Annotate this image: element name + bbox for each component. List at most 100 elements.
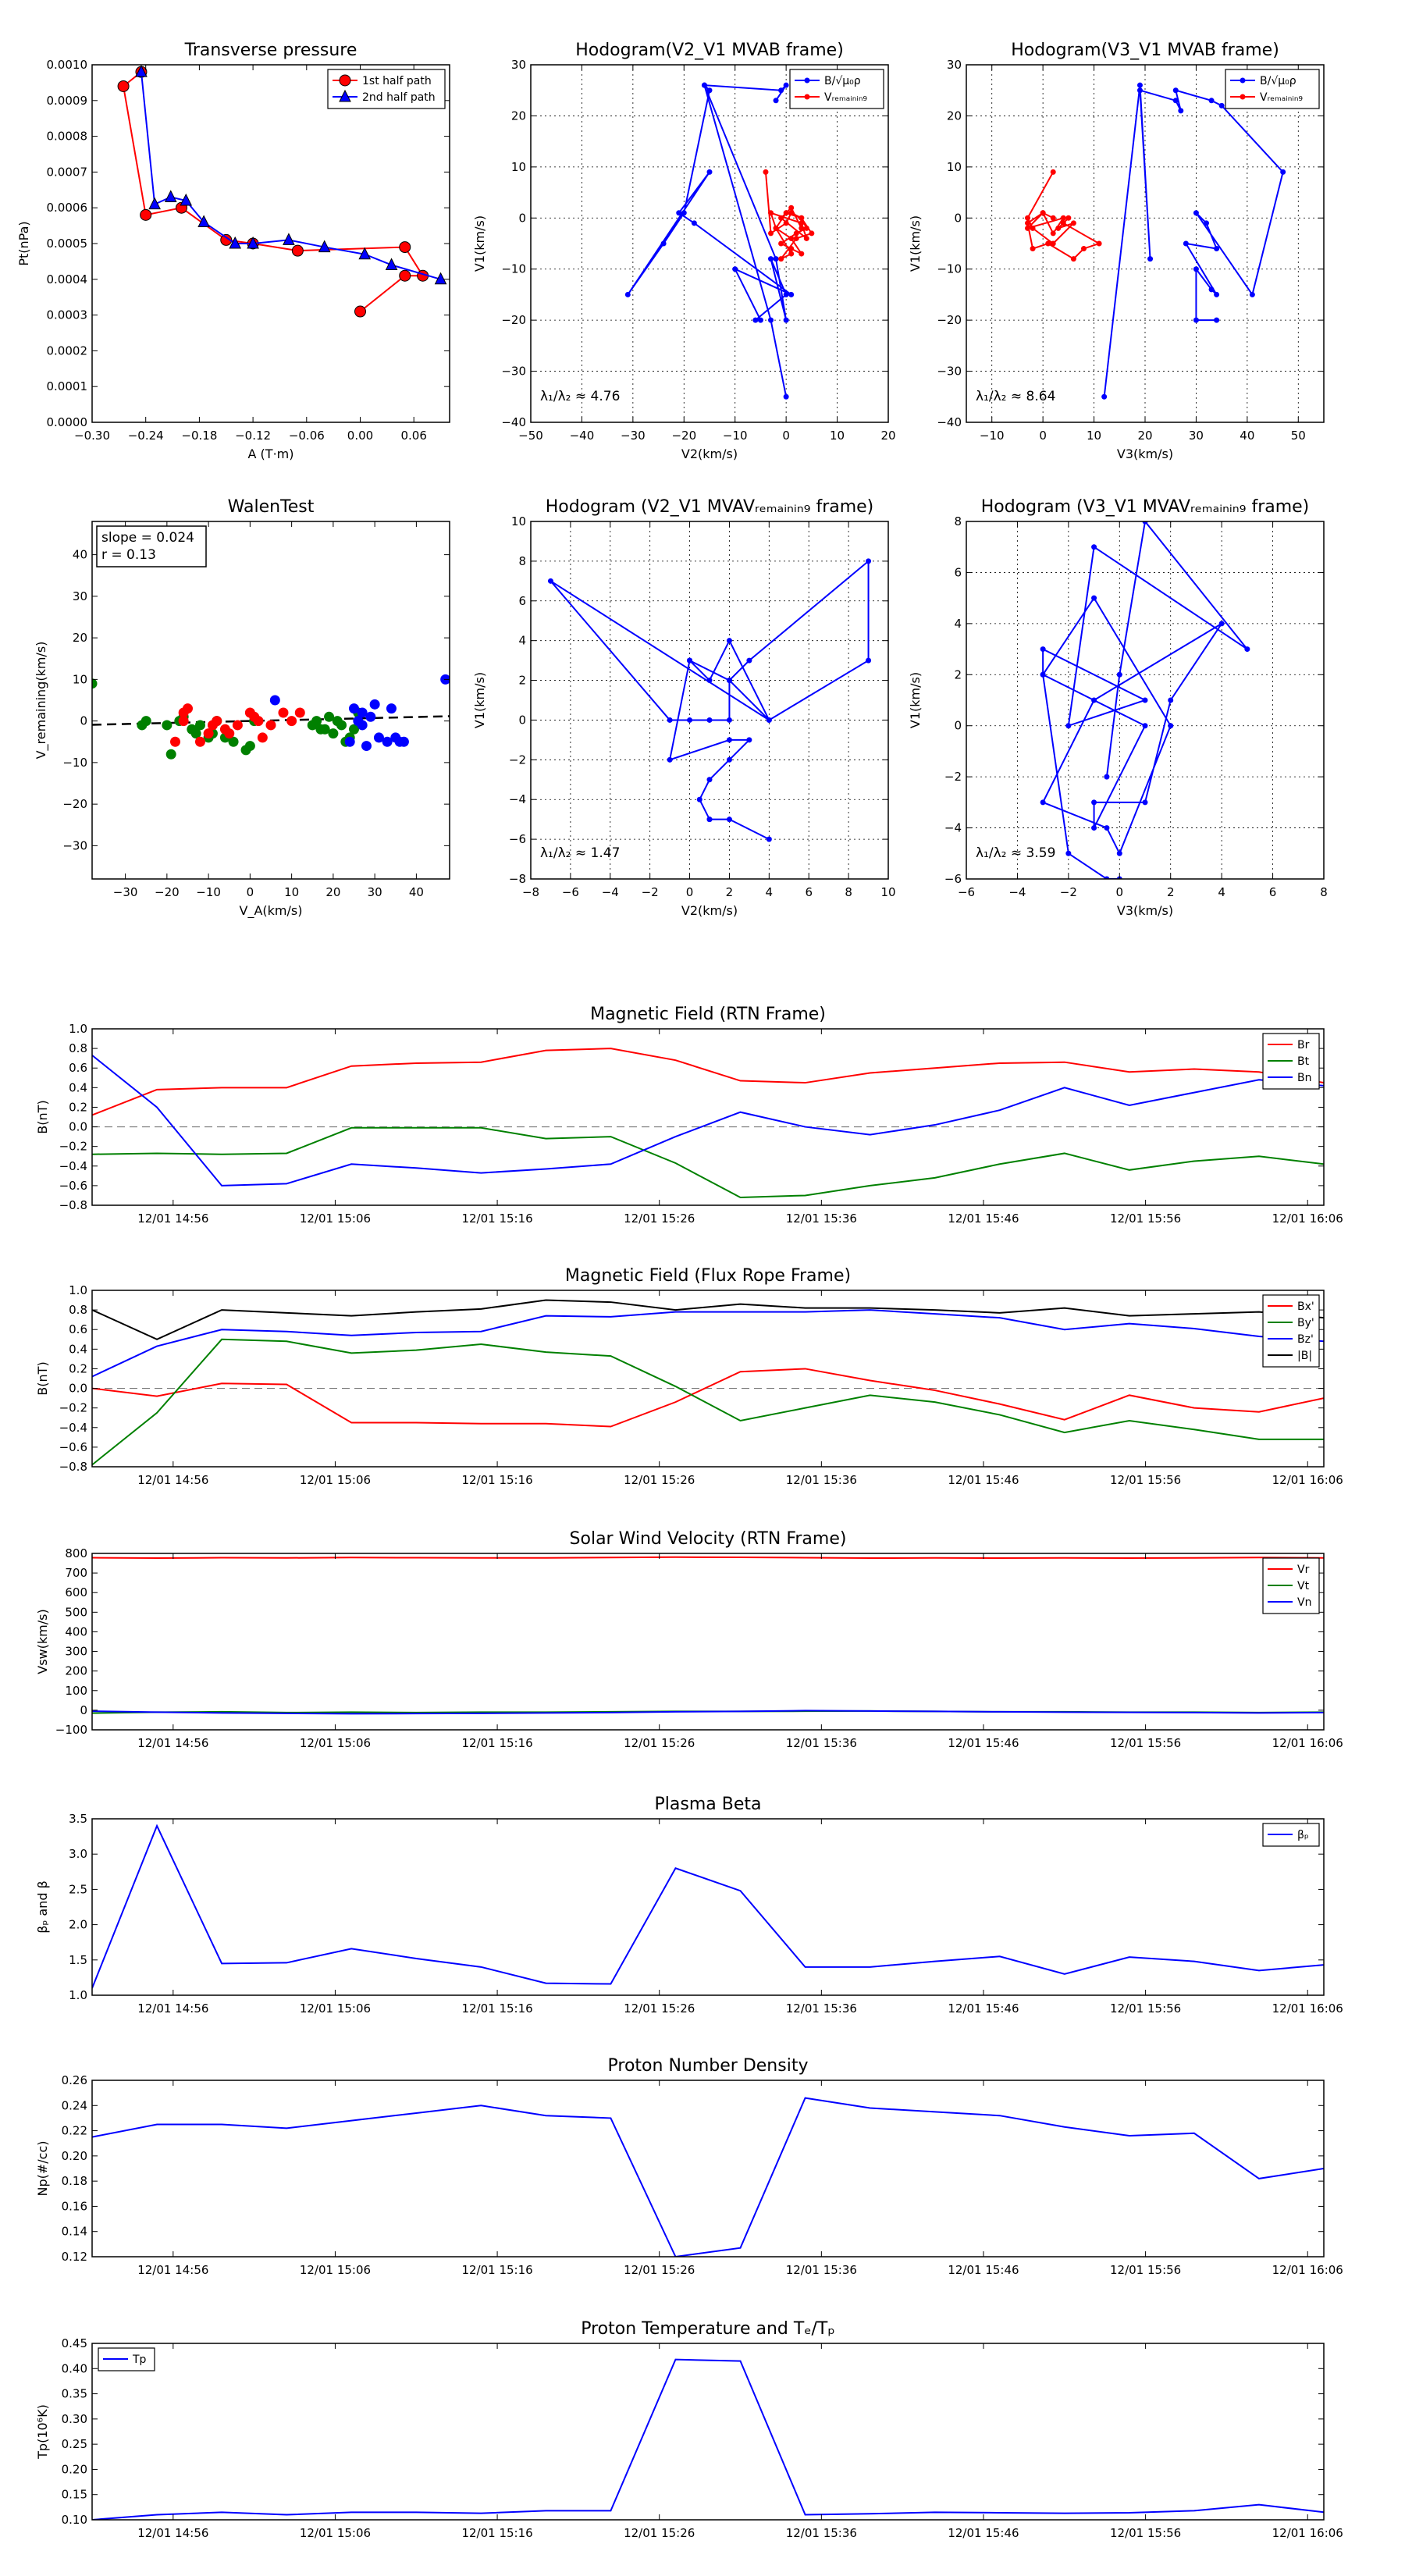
annotation-text: λ₁/λ₂ ≈ 3.59: [976, 845, 1055, 861]
data-point: [766, 836, 772, 842]
data-point: [706, 717, 713, 723]
data-point: [660, 240, 667, 247]
y-tick-label: −4: [944, 821, 962, 835]
x-tick-label: −0.24: [128, 429, 164, 443]
data-point: [783, 291, 789, 297]
axes-frame: [91, 1818, 1325, 1996]
data-point: [1116, 850, 1122, 856]
data-point: [1168, 697, 1174, 703]
x-tick-label: 12/01 15:06: [300, 2526, 371, 2540]
x-tick-label: −20: [671, 429, 696, 443]
x-axis-label: V3(km/s): [1117, 903, 1173, 918]
x-tick-label: 12/01 15:16: [461, 2526, 532, 2540]
y-tick-label: 8: [954, 514, 962, 528]
series-Bx': [92, 1368, 1324, 1428]
y-tick-label: 0.8: [69, 1041, 87, 1055]
data-point: [194, 736, 205, 747]
series-Vr: [92, 1556, 1324, 1560]
data-point: [1183, 240, 1189, 247]
chart-hod2: Hodogram(V3_V1 MVAB frame) −10 0 10 20 30 40 50…: [908, 41, 1325, 461]
series-line: [92, 1823, 1324, 1989]
x-tick-label: 40: [1240, 429, 1254, 443]
axes-frame: [530, 521, 889, 880]
y-tick-label: 30: [947, 58, 962, 72]
data-point: [1168, 723, 1174, 729]
data-point: [773, 256, 779, 262]
x-tick-label: 10: [830, 429, 845, 443]
data-point: [1096, 240, 1102, 247]
y-tick-label: −0.2: [59, 1140, 87, 1154]
data-point: [398, 736, 409, 747]
chart-tp: Proton Temperature and Tₑ/Tₚ 12/01 14:56 1…: [35, 2319, 1343, 2540]
data-point: [365, 711, 376, 722]
chart-title: Magnetic Field (RTN Frame): [590, 1005, 826, 1024]
data-point: [1091, 544, 1097, 550]
x-tick-label: 12/01 15:46: [948, 1212, 1019, 1226]
y-tick-label: 0.6: [69, 1322, 87, 1336]
data-point: [291, 244, 304, 257]
x-tick-label: 30: [1189, 429, 1204, 443]
data-point: [1050, 215, 1056, 221]
series-Vn: [92, 1710, 1324, 1715]
legend-box: [1225, 69, 1320, 109]
data-point: [726, 737, 732, 743]
y-axis-label: V1(km/s): [908, 672, 923, 728]
y-tick-label: 0.2: [69, 1100, 87, 1114]
chart-title: Plasma Beta: [655, 1795, 762, 1814]
data-point: [349, 724, 360, 735]
data-point: [706, 817, 713, 823]
data-point: [778, 215, 784, 221]
chart-vsw: Solar Wind Velocity (RTN Frame) 12/01 14:…: [35, 1529, 1343, 1750]
data-point: [1070, 256, 1076, 262]
annotation-text: λ₁/λ₂ ≈ 1.47: [540, 845, 620, 861]
data-point: [706, 169, 713, 175]
series-line: [92, 2358, 1324, 2520]
data-point: [788, 205, 795, 211]
plot-area: [92, 2358, 1324, 2520]
data-point: [194, 720, 205, 731]
y-tick-label: 0.0006: [47, 201, 88, 215]
axes-frame: [91, 1028, 1325, 1206]
data-point: [746, 737, 752, 743]
axes-frame: [966, 521, 1325, 880]
y-axis-label: Pt(nPa): [16, 221, 31, 265]
data-point: [278, 707, 289, 718]
y-tick-label: 10: [511, 514, 526, 528]
data-point: [286, 716, 297, 727]
x-tick-label: 12/01 16:06: [1272, 2263, 1343, 2277]
y-tick-label: 1.0: [69, 1283, 87, 1297]
data-point: [799, 225, 805, 231]
x-tick-label: 12/01 15:06: [300, 2001, 371, 2016]
data-point: [283, 233, 295, 245]
data-point: [1172, 98, 1179, 104]
data-point: [763, 169, 769, 175]
legend-label: βₚ: [1297, 1829, 1309, 1841]
y-axis-label: B(nT): [35, 1100, 50, 1133]
data-point: [676, 210, 682, 216]
x-tick-label: 12/01 15:26: [624, 1473, 695, 1487]
legend-label: Vt: [1297, 1580, 1310, 1592]
x-tick-label: 12/01 15:56: [1110, 2263, 1181, 2277]
x-tick-label: 0: [782, 429, 790, 443]
x-tick-label: 12/01 15:06: [300, 2263, 371, 2277]
x-tick-label: −6: [958, 885, 975, 899]
y-axis-label: B(nT): [35, 1361, 50, 1395]
stats-text: slope = 0.024: [101, 530, 194, 546]
x-tick-label: 12/01 14:56: [137, 1473, 208, 1487]
x-tick-label: 12/01 15:46: [948, 1473, 1019, 1487]
series-B/√μ₀ρ: [1101, 82, 1286, 400]
y-tick-label: −40: [937, 415, 962, 429]
legend: Tp: [98, 2347, 155, 2371]
legend-label: Bx': [1297, 1300, 1314, 1313]
x-tick-label: −8: [522, 885, 539, 899]
x-tick-label: 12/01 15:46: [948, 2526, 1019, 2540]
x-tick-label: 12/01 15:46: [948, 2263, 1019, 2277]
plot-area: [92, 1299, 1324, 1466]
data-point: [1050, 230, 1056, 237]
plot-area: [92, 1048, 1324, 1198]
legend-marker: [339, 89, 351, 102]
x-tick-label: 6: [805, 885, 813, 899]
data-point: [687, 717, 693, 723]
x-tick-label: 12/01 15:06: [300, 1212, 371, 1226]
x-tick-label: 12/01 15:16: [461, 1736, 532, 1750]
